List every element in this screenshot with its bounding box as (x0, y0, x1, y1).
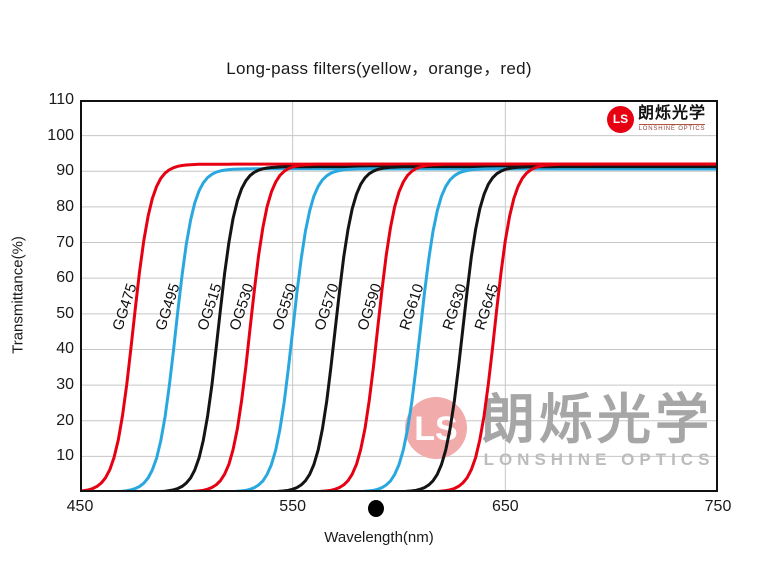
brand-ls-text: LS (612, 112, 629, 126)
curve-RG610 (80, 167, 718, 492)
y-tick-30: 30 (56, 376, 74, 394)
x-tick-550: 550 (279, 498, 306, 515)
plot-frame (80, 100, 718, 492)
y-tick-110: 110 (48, 91, 74, 108)
y-tick-40: 40 (56, 340, 74, 358)
y-axis-label: Transmittance(%) (9, 236, 27, 354)
watermark-name-en: LONSHINE OPTICS (484, 450, 715, 469)
x-axis-label: Wavelength(nm) (324, 529, 434, 546)
brand-logo-text: 朗烁光学 LONSHINE OPTICS (638, 105, 706, 133)
watermark-name-cn: 朗烁光学 (481, 390, 713, 450)
wavelength-marker-dot (367, 500, 384, 517)
brand-logo: LS 朗烁光学 LONSHINE OPTICS (607, 105, 706, 133)
brand-name-cn: 朗烁光学 (638, 105, 707, 122)
x-tick-750: 750 (704, 498, 732, 515)
x-tick-450: 450 (66, 498, 94, 515)
y-tick-60: 60 (56, 269, 74, 287)
y-tick-100: 100 (47, 126, 74, 144)
y-tick-90: 90 (56, 162, 74, 180)
chart-title: Long-pass filters(yellow，orange，red) (226, 59, 532, 78)
y-tick-10: 10 (56, 447, 74, 465)
y-tick-20: 20 (56, 411, 74, 429)
y-tick-70: 70 (56, 233, 74, 251)
x-tick-650: 650 (491, 498, 519, 515)
brand-ls-icon: LS (607, 105, 634, 133)
curve-RG645 (80, 162, 718, 492)
brand-name-en: LONSHINE OPTICS (638, 124, 706, 132)
plot-area: LS 朗烁光学 LONSHINE OPTICS (80, 100, 718, 492)
filter-curves-chart: LS 朗烁光学 LONSHINE OPTICS (80, 100, 718, 492)
y-tick-80: 80 (56, 197, 74, 215)
y-tick-50: 50 (56, 304, 74, 322)
